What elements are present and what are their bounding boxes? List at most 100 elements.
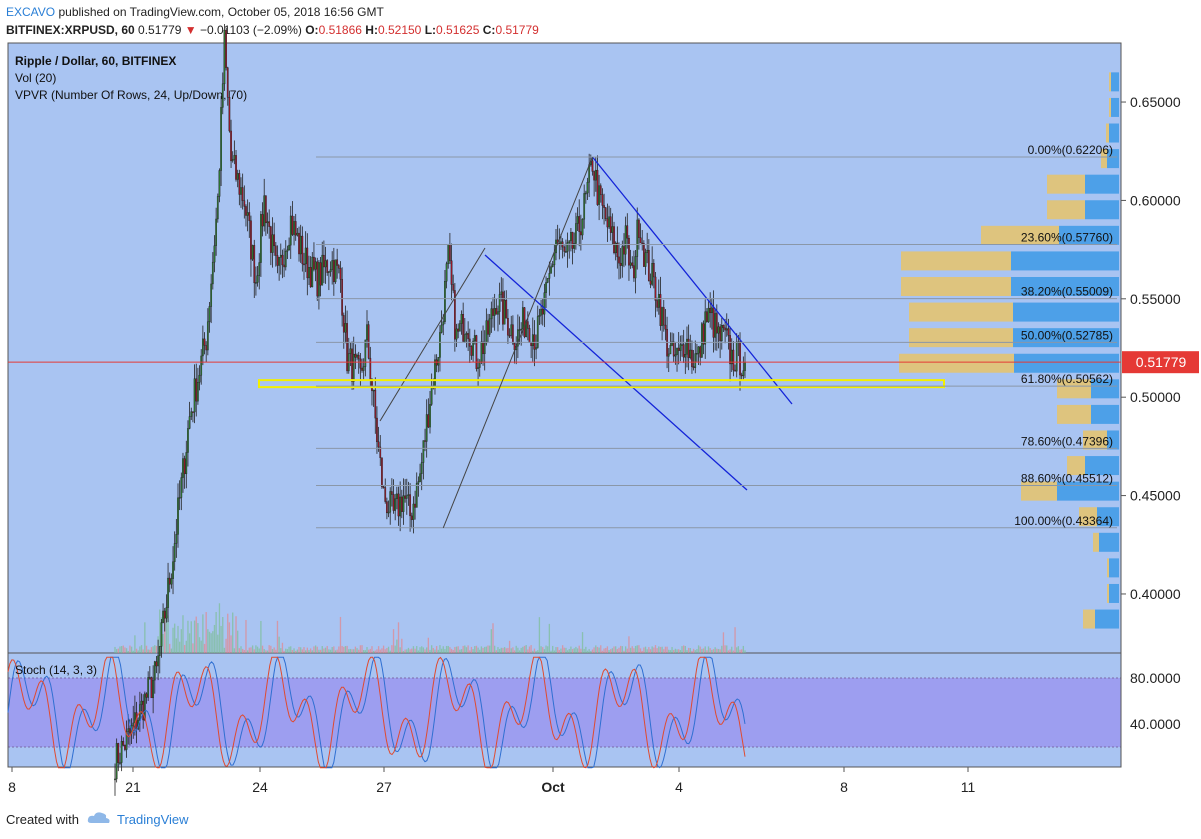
volume-bar	[304, 650, 307, 653]
volume-bar	[308, 649, 310, 653]
candle-body	[679, 344, 682, 351]
volume-bar	[586, 650, 589, 653]
candle-body	[651, 263, 654, 285]
created-with-text: Created with	[6, 812, 79, 827]
candle-body	[638, 219, 640, 238]
candle-body	[301, 235, 304, 265]
volume-bar	[205, 612, 207, 653]
fib-level-label: 88.60%(0.45512)	[1021, 472, 1113, 486]
candle-body	[381, 457, 383, 487]
candle-body	[546, 278, 549, 283]
volume-bar	[348, 649, 350, 653]
candle-body	[492, 308, 494, 316]
candle-body	[720, 324, 723, 342]
volume-bar	[182, 615, 184, 653]
fib-level-label: 61.80%(0.50562)	[1021, 372, 1113, 386]
candle-body	[331, 260, 334, 270]
candle-body	[661, 307, 663, 326]
volume-bar	[593, 647, 595, 653]
volume-bar	[603, 648, 605, 653]
volume-bar	[578, 645, 580, 653]
volume-bar	[470, 646, 473, 653]
volume-bar	[281, 642, 284, 653]
candle-body	[485, 320, 488, 344]
volume-bar	[140, 645, 143, 653]
candle-body	[226, 67, 229, 98]
volume-bar	[702, 648, 705, 653]
volume-bar	[737, 646, 740, 653]
volume-bar	[570, 646, 572, 653]
vp-down-bar	[1091, 404, 1119, 424]
candle-body	[150, 677, 153, 699]
legend-title[interactable]: Ripple / Dollar, 60, BITFINEX	[15, 54, 176, 68]
volume-bar	[555, 647, 557, 653]
candle-body	[160, 622, 163, 647]
volume-bar	[538, 617, 541, 653]
candle-body	[575, 223, 577, 244]
volume-bar	[530, 645, 532, 653]
volume-bar	[649, 649, 652, 653]
volume-bar	[260, 620, 262, 653]
candle-body	[535, 347, 537, 350]
candle-body	[215, 218, 217, 246]
legend-volume[interactable]: Vol (20)	[15, 71, 56, 85]
volume-bar	[363, 650, 365, 653]
volume-bar	[195, 616, 197, 653]
vp-down-bar	[1057, 481, 1119, 501]
author-name[interactable]: EXCAVO	[6, 5, 56, 19]
candle-body	[170, 578, 173, 585]
volume-bar	[258, 648, 260, 653]
vp-up-bar	[1109, 97, 1111, 117]
volume-bar	[361, 645, 363, 653]
candle-body	[463, 334, 466, 342]
volume-bar	[659, 646, 662, 653]
candle-body	[732, 349, 735, 371]
volume-bar	[215, 611, 217, 653]
volume-bar	[268, 645, 270, 653]
volume-bar	[503, 647, 506, 653]
volume-bar	[714, 647, 716, 653]
candle-body	[613, 226, 615, 254]
volume-bar	[479, 649, 481, 653]
vp-down-bar	[1109, 123, 1119, 143]
volume-bar	[416, 646, 418, 653]
candle-body	[500, 291, 503, 295]
candle-body	[714, 313, 717, 338]
volume-bar	[273, 647, 275, 653]
candle-body	[298, 232, 300, 255]
volume-bar	[523, 645, 526, 653]
candle-body	[195, 378, 198, 402]
candle-body	[449, 244, 451, 261]
candle-body	[454, 290, 456, 340]
legend-vpvr[interactable]: VPVR (Number Of Rows, 24, Up/Down, 70)	[15, 88, 247, 102]
fib-trend-line	[442, 156, 593, 528]
candle-body	[352, 353, 355, 382]
volume-bar	[412, 646, 415, 653]
vp-down-bar	[1097, 507, 1119, 527]
legend-stoch[interactable]: Stoch (14, 3, 3)	[15, 663, 97, 677]
tradingview-link[interactable]: TradingView	[116, 812, 189, 827]
volume-bar	[227, 613, 229, 653]
candle-body	[580, 231, 582, 236]
vp-up-bar	[1047, 174, 1085, 194]
volume-bar	[349, 648, 352, 653]
candle-body	[497, 311, 499, 315]
candle-body	[218, 170, 221, 197]
volume-bar	[449, 647, 451, 653]
volume-bar	[283, 650, 285, 653]
candle-body	[686, 338, 688, 355]
candle-body	[339, 268, 342, 280]
candle-body	[503, 299, 506, 325]
vp-down-bar	[1011, 251, 1119, 271]
candle-body	[371, 380, 373, 391]
volume-bar	[183, 644, 186, 653]
candle-body	[419, 473, 421, 482]
candle-body	[477, 367, 479, 369]
volume-bar	[154, 645, 156, 653]
volume-bar	[336, 649, 338, 653]
volume-bar	[561, 645, 564, 653]
volume-bar	[606, 646, 609, 653]
volume-bar	[492, 623, 494, 653]
candle-body	[508, 334, 511, 337]
